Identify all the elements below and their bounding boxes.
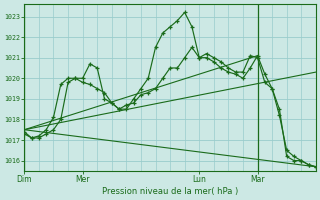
X-axis label: Pression niveau de la mer( hPa ): Pression niveau de la mer( hPa ) [102,187,238,196]
